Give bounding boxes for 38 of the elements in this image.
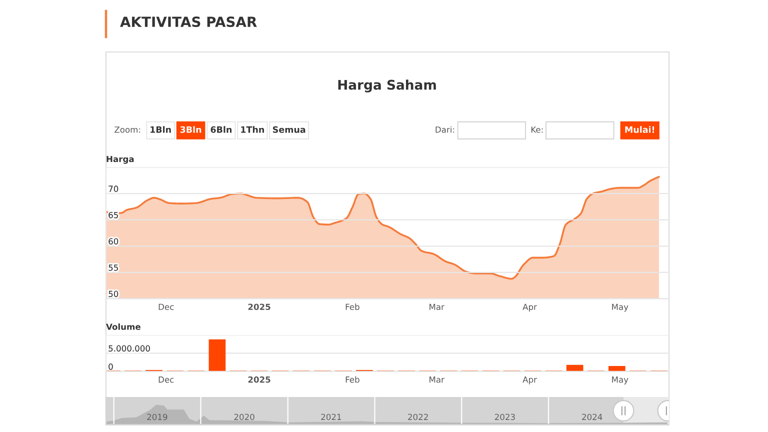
x-tick-label: 2023 — [494, 414, 515, 420]
x-tick-label: 2020 — [234, 414, 254, 420]
x-tick-label: Mar — [430, 304, 444, 310]
y-tick-label: 65 — [108, 212, 118, 218]
x-tick-label: 2022 — [408, 414, 428, 420]
x-tick-label: Feb — [346, 376, 360, 383]
text: 1Thn — [241, 126, 264, 133]
x-tick-label: Apr — [522, 304, 537, 312]
x-tick-label: Dec — [158, 376, 174, 383]
x-tick-label: Apr — [522, 376, 537, 384]
y-tick-label: 50 — [108, 290, 118, 298]
x-tick-label: 2021 — [321, 414, 342, 420]
text: 3Bln — [180, 126, 202, 133]
x-tick-label: 2025 — [248, 376, 270, 383]
chart-title: Harga Saham — [338, 80, 436, 92]
y-tick-label: 60 — [108, 238, 118, 245]
text: Ke: — [531, 126, 543, 133]
x-tick-label: May — [612, 376, 628, 384]
y-tick-label: 5.000.000 — [108, 345, 150, 352]
y-tick-label: 0 — [108, 363, 113, 370]
y-axis-title: Volume — [106, 323, 140, 330]
text: 1Bln — [150, 126, 171, 133]
y-tick-label: 55 — [108, 264, 118, 271]
text: Dari: — [436, 126, 454, 133]
text: Zoom: — [114, 126, 140, 133]
y-tick-label: 70 — [108, 186, 118, 192]
x-tick-label: 2024 — [582, 414, 602, 420]
x-tick-label: Mar — [430, 376, 444, 383]
x-tick-label: May — [612, 304, 628, 312]
y-axis-title: Harga — [106, 156, 134, 164]
x-tick-label: 2019 — [147, 414, 168, 420]
text: Mulai! — [625, 126, 654, 133]
x-tick-label: 2025 — [248, 304, 270, 310]
text: Semua — [272, 126, 306, 133]
text: 6Bln — [210, 126, 232, 133]
x-tick-label: Feb — [346, 304, 360, 310]
x-tick-label: Dec — [158, 304, 174, 310]
text: AKTIVITAS PASAR — [120, 16, 257, 28]
